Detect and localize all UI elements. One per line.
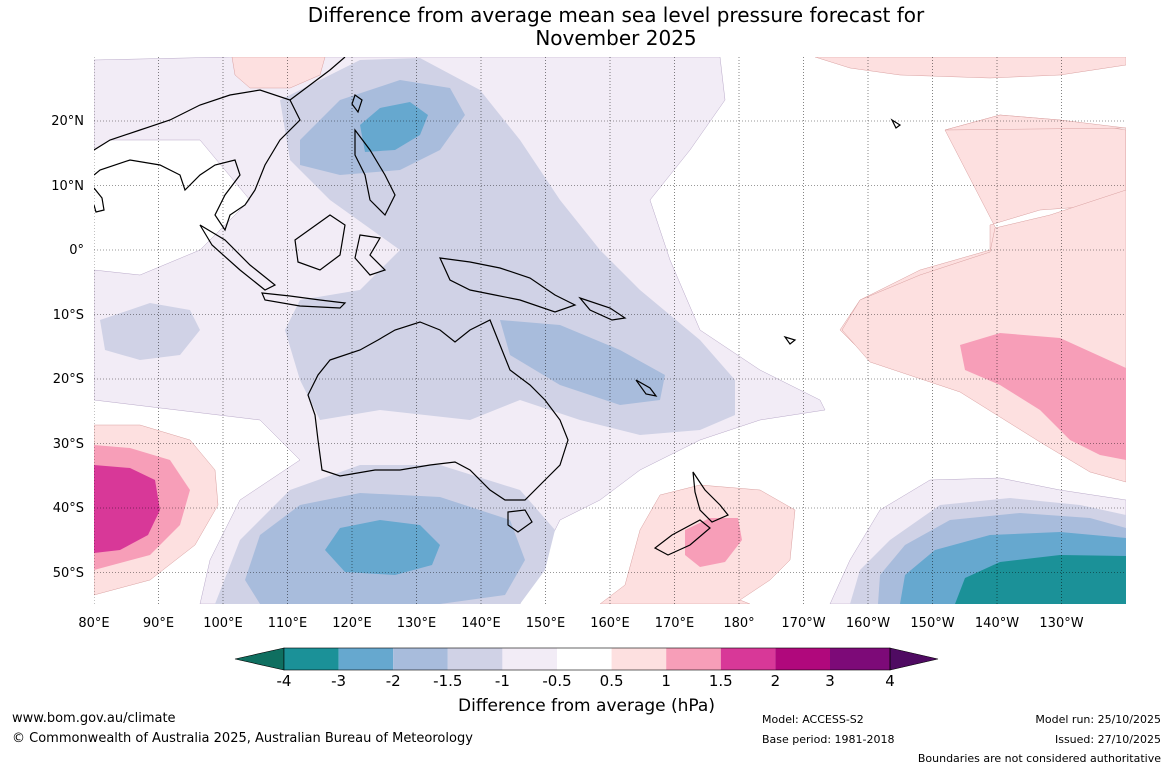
gridlines [94,57,1126,604]
lat-label: 10°N [51,179,84,194]
tasmania-coast [507,509,533,533]
boundary-disclaimer: Boundaries are not considered authoritat… [917,752,1161,765]
colorbar-tick-labels: -4 -3 -2 -1.5 -1 -0.5 0.5 1 1.5 2 3 4 [277,672,895,690]
colorbar-segment [502,648,557,670]
asia-mainland-coast [94,89,301,232]
colorbar-segment [720,648,776,670]
sulawesi-coast [354,234,387,276]
philippines-coast [354,128,396,217]
contour-negative-2 [360,102,428,152]
anomaly-field [94,57,1126,604]
colorbar-segment [775,648,830,670]
nz-south-coast [653,519,711,556]
colorbar-segment [393,648,448,670]
longitude-labels: 80°E 90°E 100°E 110°E 120°E 130°E 140°E … [78,616,1083,631]
colorbar-tick: -0.5 [542,672,571,690]
colorbar-tick: -4 [277,672,292,690]
colorbar-tick: 3 [825,672,835,690]
colorbar-segment [830,648,890,670]
contour-negative-2-south [325,520,440,575]
colorbar-tick: -1.5 [433,672,462,690]
lon-label: 80°E [78,616,109,631]
lon-label: 180° [723,616,754,631]
lon-label: 100°E [203,616,243,631]
lat-label: 50°S [53,566,84,581]
lon-label: 170°W [781,616,825,631]
colorbar-segment [447,648,503,670]
hawaii-coast [890,118,902,129]
contour-positive-1-east [960,333,1126,460]
lat-label: 20°S [53,372,84,387]
colorbar: -4 -3 -2 -1.5 -1 -0.5 0.5 1 1.5 2 3 4 [234,647,939,690]
issued-date: Issued: 27/10/2025 [1054,733,1161,746]
colorbar-tick: 4 [885,672,895,690]
lon-label: 150°E [526,616,566,631]
colorbar-tick: 0.5 [600,672,624,690]
contour-negative-3 [955,555,1126,604]
lon-label: 160°W [846,616,890,631]
asia-north-coast [289,57,346,101]
contour-positive-0.5-north [231,57,326,89]
lat-label: 30°S [53,437,84,452]
colorbar-tick: 2 [771,672,781,690]
model-run-date: Model run: 25/10/2025 [1035,713,1161,726]
colorbar-segment [338,648,394,670]
colorbar-tick: -2 [386,672,401,690]
lon-label: 150°W [910,616,954,631]
coastlines [94,57,902,556]
colorbar-min-arrow [234,647,285,671]
lon-label: 140°W [975,616,1019,631]
lon-label: 160°E [590,616,630,631]
lat-label: 40°S [53,501,84,516]
lat-label: 20°N [51,114,84,129]
lon-label: 90°E [143,616,174,631]
new-caledonia-coast [635,379,658,397]
lon-label: 140°E [461,616,501,631]
colorbar-tick: -3 [331,672,346,690]
colorbar-segment [284,648,339,670]
title-line-1: Difference from average mean sea level p… [307,3,925,27]
lon-label: 130°W [1039,616,1083,631]
contour-negative-1.5-coral [500,320,665,405]
colorbar-segment [557,648,612,670]
lat-label: 0° [69,243,84,258]
sumatra-coast [199,224,277,291]
colorbar-max-arrow [889,647,939,671]
fiji-coast [783,335,797,345]
contour-negative-1-west [100,303,200,360]
contour-positive-1.5-west [94,465,160,553]
colorbar-tick: -1 [495,672,510,690]
lon-label: 130°E [397,616,437,631]
website-link[interactable]: www.bom.gov.au/climate [12,711,176,726]
base-period: Base period: 1981-2018 [762,733,895,746]
contour-positive-0.5-northeast [814,57,1126,79]
lat-label: 10°S [53,308,84,323]
map-title: Difference from average mean sea level p… [0,4,1173,50]
colorbar-tick: 1.5 [709,672,733,690]
new-guinea-coast [439,257,577,313]
colorbar-title: Difference from average (hPa) [458,696,715,716]
contour-positive-1-nz [685,518,742,567]
java-coast [261,292,347,309]
australia-coast [307,319,569,501]
colorbar-tick: 1 [661,672,671,690]
sri-lanka-coast [94,187,105,213]
colorbar-segment [666,648,721,670]
taiwan-coast [351,94,363,114]
latitude-labels: 20°N 10°N 0° 10°S 20°S 30°S 40°S 50°S [51,114,84,581]
copyright: © Commonwealth of Australia 2025, Austra… [12,731,473,746]
solomon-coast [578,296,627,321]
borneo-coast [294,214,346,271]
model-name: Model: ACCESS-S2 [762,713,864,726]
lon-label: 120°E [332,616,372,631]
lon-label: 170°E [655,616,695,631]
nz-north-coast [692,471,729,523]
title-line-2: November 2025 [535,26,697,50]
lon-label: 110°E [268,616,308,631]
colorbar-segment [611,648,667,670]
